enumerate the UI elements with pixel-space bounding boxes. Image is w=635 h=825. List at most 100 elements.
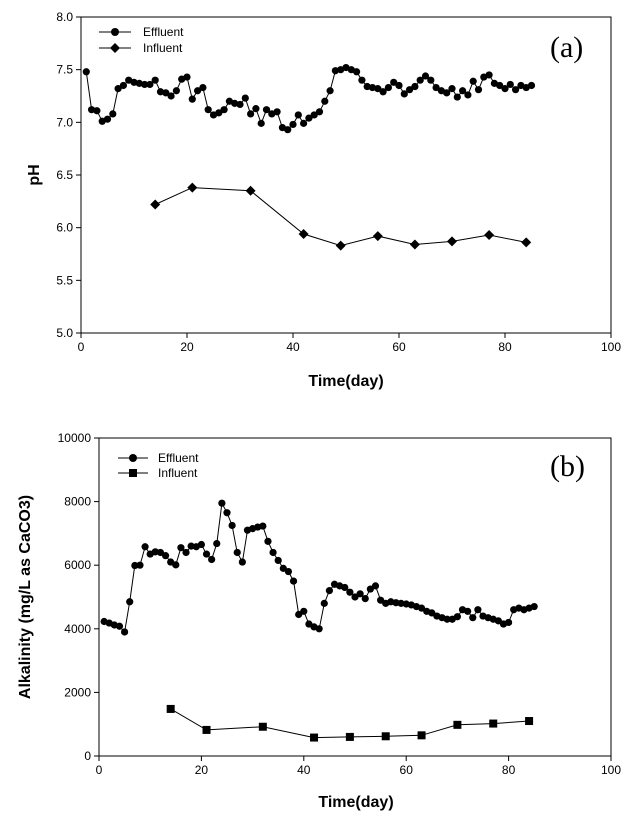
- data-point-influent: [489, 719, 498, 728]
- data-point-effluent: [469, 614, 477, 622]
- x-tick-label: 40: [297, 763, 311, 777]
- data-point-influent: [453, 720, 462, 729]
- data-point-effluent: [527, 81, 536, 90]
- axis-ticks: 0 20 40 60 80 100 0 2000 4000 6000 8000 10000: [58, 431, 622, 777]
- data-point-influent: [187, 182, 198, 193]
- data-point-effluent: [459, 87, 467, 95]
- x-tick-label: 0: [96, 763, 103, 777]
- y-tick-label: 6000: [64, 558, 91, 572]
- legend-label-influent: Influent: [158, 466, 198, 480]
- data-point-effluent: [262, 106, 271, 114]
- data-point-effluent: [194, 87, 202, 95]
- data-point-effluent: [474, 606, 482, 614]
- y-tick-label: 0: [84, 749, 91, 763]
- y-axis-title: Alkalinity (mg/L as CaCO3): [17, 495, 34, 699]
- data-point-effluent: [161, 552, 170, 560]
- data-point-effluent: [443, 89, 451, 97]
- data-point-effluent: [241, 94, 249, 102]
- series-layer: [100, 499, 538, 742]
- data-point-effluent: [421, 72, 430, 80]
- data-point-effluent: [464, 607, 472, 615]
- data-point-effluent: [320, 599, 328, 607]
- x-tick-label: 100: [601, 340, 621, 354]
- data-point-effluent: [82, 68, 90, 76]
- data-point-effluent: [177, 544, 185, 552]
- data-point-effluent: [310, 111, 318, 119]
- data-point-effluent: [182, 548, 190, 557]
- legend-label-effluent: Effluent: [158, 451, 199, 465]
- data-point-effluent: [223, 509, 231, 517]
- data-point-effluent: [448, 85, 456, 93]
- data-point-effluent: [93, 107, 101, 115]
- data-point-effluent: [119, 81, 127, 90]
- data-point-effluent: [183, 73, 191, 81]
- data-point-effluent: [136, 561, 144, 569]
- data-point-effluent: [511, 86, 520, 94]
- data-point-effluent: [453, 93, 461, 101]
- legend-label-influent: Influent: [143, 41, 183, 55]
- data-point-influent: [258, 722, 267, 731]
- data-point-effluent: [406, 86, 414, 94]
- data-point-influent: [409, 239, 420, 250]
- data-point-effluent: [257, 119, 265, 127]
- data-point-effluent: [374, 85, 382, 93]
- x-tick-label: 100: [601, 763, 621, 777]
- x-tick-label: 80: [502, 763, 516, 777]
- data-point-effluent: [284, 567, 293, 576]
- data-point-effluent: [172, 87, 180, 95]
- data-point-effluent: [264, 537, 272, 545]
- data-point-effluent: [167, 92, 175, 100]
- data-point-effluent: [485, 71, 493, 79]
- legend-label-effluent: Effluent: [143, 25, 184, 39]
- data-point-influent: [381, 732, 390, 741]
- data-point-effluent: [530, 602, 538, 611]
- data-point-influent: [372, 231, 383, 242]
- legend-marker-influent: [129, 469, 137, 477]
- data-point-effluent: [114, 85, 122, 93]
- data-point-effluent: [284, 126, 292, 134]
- data-point-effluent: [305, 114, 313, 122]
- data-point-effluent: [126, 598, 134, 606]
- data-point-effluent: [325, 587, 333, 595]
- data-point-effluent: [453, 613, 461, 621]
- data-point-effluent: [269, 548, 277, 557]
- data-point-effluent: [315, 625, 323, 633]
- data-point-effluent: [259, 522, 267, 530]
- panel-label: (a): [550, 31, 583, 64]
- data-point-influent: [521, 237, 532, 248]
- legend-marker-effluent: [129, 454, 137, 462]
- data-point-effluent: [103, 115, 112, 123]
- data-point-effluent: [353, 68, 361, 76]
- data-point-effluent: [146, 80, 154, 89]
- y-tick-label: 2000: [64, 685, 91, 699]
- alkalinity-chart-panel: 0 20 40 60 80 100 0 2000 4000 6000 8000 10000 Efflu…: [17, 431, 621, 811]
- data-point-effluent: [274, 556, 282, 565]
- data-point-effluent: [300, 607, 308, 615]
- data-point-effluent: [294, 111, 302, 119]
- data-point-effluent: [326, 87, 334, 95]
- data-point-influent: [202, 725, 211, 734]
- plot-frame: [98, 437, 612, 757]
- data-point-effluent: [400, 90, 408, 98]
- data-point-effluent: [162, 89, 170, 97]
- data-point-effluent: [361, 594, 369, 603]
- data-point-influent: [484, 230, 495, 241]
- series-line-influent: [170, 708, 530, 739]
- data-point-effluent: [341, 583, 349, 592]
- data-point-effluent: [252, 105, 260, 113]
- data-point-effluent: [188, 95, 196, 103]
- y-tick-label: 7.5: [56, 63, 73, 77]
- y-tick-label: 8.0: [56, 10, 73, 24]
- data-point-effluent: [109, 110, 117, 118]
- data-point-influent: [447, 236, 457, 247]
- data-point-effluent: [202, 550, 211, 558]
- data-point-effluent: [220, 106, 228, 114]
- y-tick-label: 10000: [58, 431, 92, 445]
- data-point-effluent: [464, 91, 472, 99]
- data-point-influent: [525, 717, 534, 726]
- data-point-effluent: [151, 76, 159, 84]
- data-point-influent: [298, 228, 309, 239]
- panel-label: (b): [550, 450, 585, 483]
